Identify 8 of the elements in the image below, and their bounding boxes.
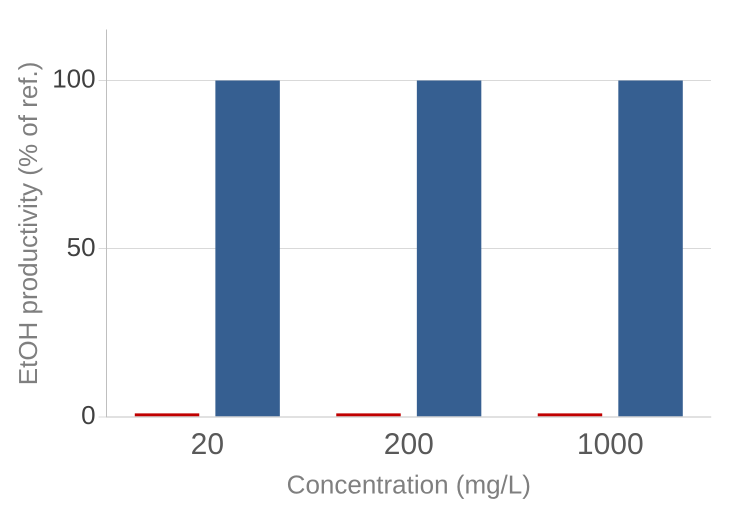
x-tick-label: 20 (190, 428, 224, 462)
x-axis-title: Concentration (mg/L) (286, 470, 531, 500)
y-tick-label: 100 (52, 64, 96, 94)
y-tick-label: 50 (66, 232, 96, 262)
x-tick-label: 200 (384, 428, 434, 462)
x-tick-label: 1000 (576, 428, 644, 462)
y-tick-label: 0 (81, 400, 96, 430)
y-axis-title: EtOH productivity (% of ref.) (12, 62, 43, 386)
